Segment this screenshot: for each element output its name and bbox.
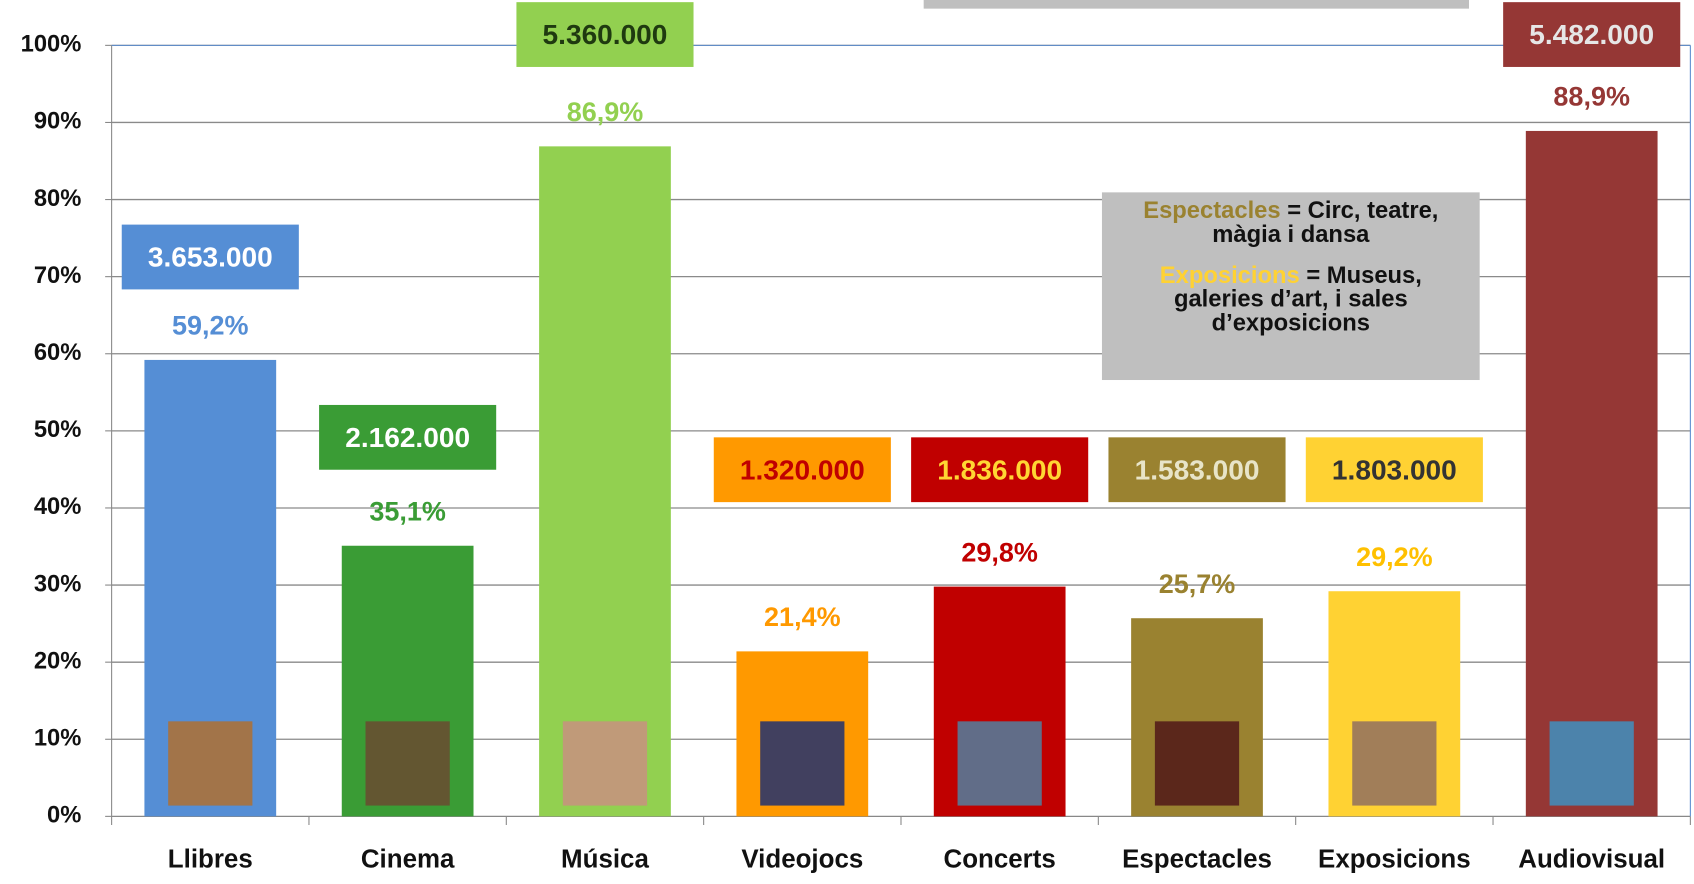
- icon: [957, 721, 1042, 806]
- value-label: 25,7%: [1159, 569, 1236, 599]
- legend-box: Espectacles = Circ, teatre, màgia i dans…: [1101, 192, 1480, 381]
- count-label: 1.320.000: [740, 454, 865, 485]
- y-tick-label: 10%: [34, 725, 82, 752]
- note-text: = Museus, galeries d’art, i sales d’expo…: [1173, 261, 1422, 336]
- count-box: [1108, 437, 1286, 503]
- x-tick-label: Exposicions: [1318, 845, 1471, 873]
- count-box: [319, 404, 497, 470]
- decoration: [923, 0, 1469, 9]
- count-label: 1.583.000: [1135, 454, 1260, 485]
- x-tick-label: Audiovisual: [1518, 845, 1665, 873]
- note-term: Espectacles: [1143, 196, 1281, 224]
- x-tick-label: Espectacles: [1122, 845, 1272, 873]
- count-label: 1.836.000: [937, 454, 1062, 485]
- count-label: 5.360.000: [543, 19, 668, 50]
- bar: [1525, 130, 1658, 817]
- note-term: Exposicions: [1159, 261, 1300, 289]
- value-label: 21,4%: [764, 602, 841, 632]
- value-label: 29,2%: [1356, 542, 1433, 572]
- y-tick-label: 60%: [34, 339, 82, 366]
- y-tick-label: 30%: [34, 570, 82, 597]
- note-text: = Circ, teatre, màgia i dansa: [1212, 196, 1439, 248]
- legend: Espectacles = Circ, teatre, màgia i dans…: [1101, 192, 1480, 381]
- count-box: [713, 437, 891, 503]
- count-label: 2.162.000: [345, 422, 470, 453]
- y-tick-label: 80%: [34, 185, 82, 212]
- icon: [1154, 721, 1240, 806]
- value-label: 59,2%: [172, 311, 249, 341]
- y-tick-label: 70%: [34, 262, 82, 289]
- count-label: 1.803.000: [1332, 454, 1457, 485]
- y-tick-label: 40%: [34, 493, 82, 520]
- value-label: 35,1%: [369, 496, 446, 526]
- count-box: [121, 224, 299, 290]
- y-tick-label: 100%: [21, 31, 82, 58]
- icon: [1352, 721, 1437, 806]
- icon: [760, 721, 845, 806]
- x-tick-label: Música: [561, 845, 649, 873]
- note: Espectacles = Circ, teatre, màgia i dans…: [1117, 196, 1465, 248]
- y-tick-label: 90%: [34, 108, 82, 135]
- value-label: 29,8%: [961, 537, 1038, 567]
- x-tick-label: Llibres: [168, 845, 253, 873]
- count-box: [1305, 437, 1483, 503]
- icon: [1549, 721, 1634, 806]
- y-tick-label: 0%: [47, 802, 81, 829]
- count-label: 3.653.000: [148, 242, 273, 273]
- x-tick-label: Videojocs: [741, 845, 863, 873]
- icon: [365, 721, 450, 806]
- note: Exposicions = Museus, galeries d’art, i …: [1117, 263, 1465, 334]
- x-tick-label: Concerts: [944, 845, 1056, 873]
- value-label: 88,9%: [1553, 82, 1630, 112]
- y-tick-label: 20%: [34, 647, 82, 674]
- x-tick-label: Cinema: [361, 845, 455, 873]
- icon: [562, 721, 648, 806]
- icon: [168, 721, 253, 806]
- count-box: [1503, 2, 1681, 67]
- count-box: [911, 437, 1089, 503]
- count-label: 5.482.000: [1529, 19, 1654, 50]
- value-label: 86,9%: [567, 97, 644, 127]
- count-box: [516, 2, 694, 67]
- y-tick-label: 50%: [34, 416, 82, 443]
- bar: [539, 146, 671, 817]
